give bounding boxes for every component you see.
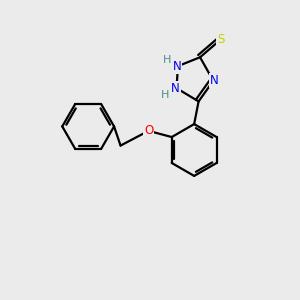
Text: S: S — [217, 33, 224, 46]
Text: N: N — [171, 82, 180, 95]
Text: H: H — [161, 90, 170, 100]
Text: O: O — [144, 124, 153, 137]
Text: N: N — [210, 74, 219, 87]
Text: N: N — [173, 60, 182, 73]
Text: H: H — [163, 55, 171, 64]
